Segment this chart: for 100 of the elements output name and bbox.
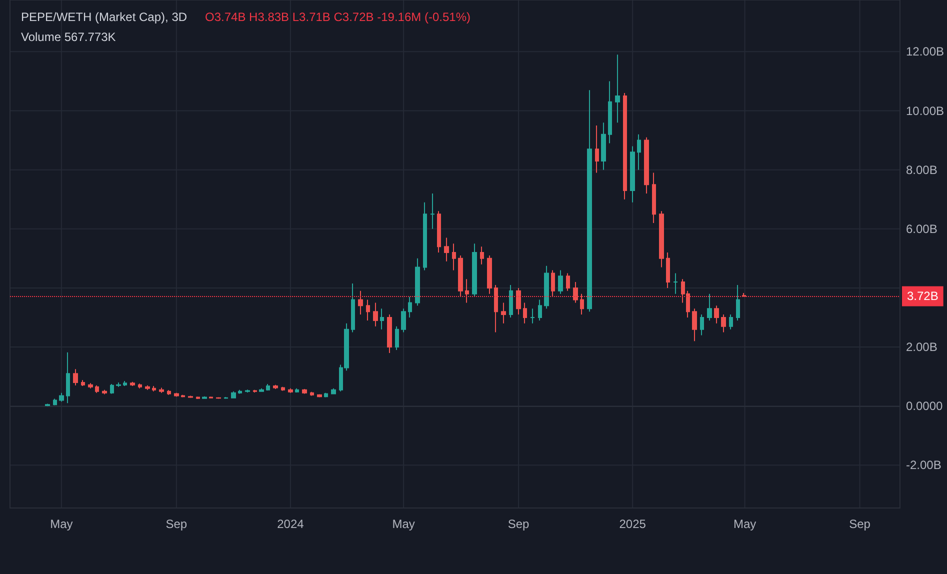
candlestick [736,284,740,321]
y-tick-label: 0.0000 [906,399,943,414]
candlestick [423,202,427,271]
candlestick [415,258,420,306]
candlestick [472,243,477,298]
candlestick [59,392,64,402]
candlestick [623,92,627,200]
x-tick-label: 2024 [277,517,304,531]
annotation: Volume 567.773K [21,30,116,44]
candlestick [245,389,250,394]
candlestick [53,398,57,406]
candlestick [174,392,179,398]
candlestick [707,293,712,321]
y-tick-label: 2.00B [906,340,938,354]
y-tick-label: 12.00B [906,44,944,59]
candlestick [465,278,469,304]
y-tick-label: -2.00B [906,458,942,472]
candlestick [401,308,406,333]
text: PEPE/WETH (Market Cap), 3D [21,10,188,24]
candlestick [566,272,570,292]
candlestick [742,292,746,298]
candlestick [310,391,314,396]
candlestick [659,210,664,268]
candlestick [430,192,435,230]
candlestick [116,382,121,388]
candlestick [558,270,563,294]
x-tick-label: 2025 [619,517,646,531]
candlestick [637,134,641,170]
candlestick [95,384,99,394]
candlestick [88,382,93,389]
candlestick [458,254,463,298]
candlestick [238,389,242,394]
candlestick [573,282,578,304]
candlestick [608,80,612,144]
y-tick-label: 10.00B [906,104,944,118]
candlestick [380,308,384,330]
candlestick [615,54,620,124]
candlestick [81,380,85,387]
candlestick [331,388,336,395]
y-tick-label: 8.00B [906,162,938,177]
candlestick [123,380,127,387]
candlestick [530,308,535,324]
candlestick [216,396,221,400]
candlestick [273,384,278,390]
candlestick [295,388,299,394]
candlestick [587,90,592,312]
candlestick [714,305,719,324]
x-tick-label: May [392,517,415,531]
candlestick [366,299,370,321]
y-tick-label: 6.00B [906,222,938,236]
candlestick [494,284,498,333]
x-tick-label: Sep [849,517,871,531]
candlestick [544,265,549,310]
candlestick [501,302,506,324]
candlestick [666,252,670,288]
candlestick [630,146,635,203]
candlestick [196,396,200,400]
candlestick [480,246,484,265]
candlestick [102,389,107,395]
candlestick [729,314,733,330]
candlestick [644,136,649,194]
candlestick [351,283,355,333]
candlestick [551,270,555,298]
x-tick-label: Sep [508,517,530,531]
candlestick [437,210,441,254]
candlestick [444,237,449,262]
candlestick [700,314,704,336]
candlestick [66,352,70,404]
candlestick [73,368,78,386]
candlestick [595,125,599,174]
candlestick [395,326,399,350]
candlestick [181,394,185,398]
x-tick-label: Sep [166,517,188,531]
candlestick [487,254,492,294]
candlestick [509,284,513,318]
candlestick [523,302,527,324]
candlestick [259,388,264,392]
candlestick [202,396,207,400]
candlestick [167,390,171,396]
candlestick [266,383,270,391]
candlestick [408,296,412,318]
ref-line-label: 3.72B [906,289,938,304]
candlestick [317,394,322,398]
candlestick [673,272,678,294]
candlestick [224,396,228,400]
candlestick [110,383,114,394]
candlestick [152,386,156,392]
candlestick [209,396,213,399]
candlestick [324,392,328,398]
candlestick [288,388,293,394]
candlestick [373,302,378,327]
candlestick [580,293,584,316]
candlestick [145,384,150,390]
candlestick [231,390,236,399]
candlestick [159,387,164,394]
x-tick-label: May [733,517,756,531]
candlestick [652,172,656,224]
candlestick [138,383,142,389]
candlestick [45,403,50,407]
text: O3.74B H3.83B L3.71B C3.72B -19.16M (-0.51%) [205,10,470,24]
